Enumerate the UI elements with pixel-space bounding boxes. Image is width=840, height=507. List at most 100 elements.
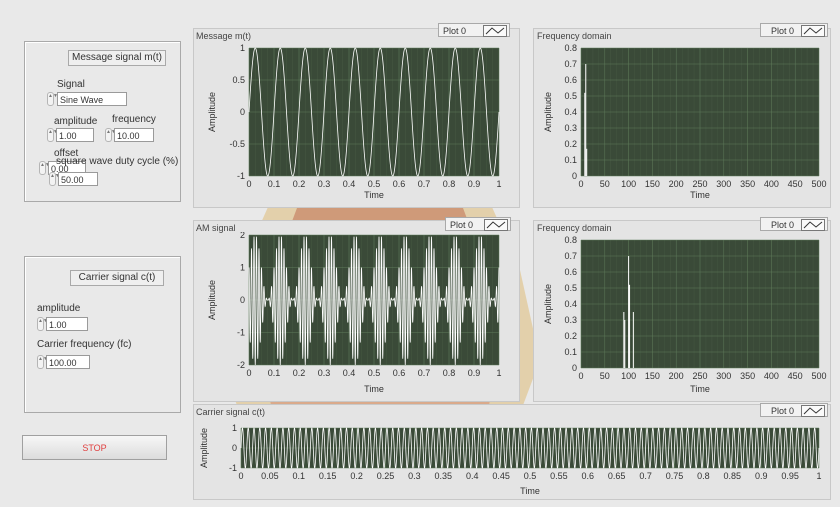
carrier-waveform-chart: 0 0.05 0.1 0.15 0.2 0.25 0.3 0.35 0.4 0.45 0.5 0.55… <box>199 423 822 496</box>
carrier-panel-title: Carrier signal c(t) <box>70 270 164 286</box>
y-axis-label: Amplitude <box>543 92 553 132</box>
y-axis-label: Amplitude <box>207 280 217 320</box>
x-tick-label: 0.7 <box>418 179 431 189</box>
x-tick-label: 0.7 <box>418 368 431 378</box>
y-tick-label: 1 <box>240 263 245 273</box>
x-tick-label: 0.4 <box>343 368 356 378</box>
message-plot-legend[interactable]: Plot 0 <box>438 23 510 37</box>
carrier-graph-title: Carrier signal c(t) <box>196 407 266 417</box>
offset-spinner[interactable]: ▲▼ <box>39 161 50 175</box>
x-tick-label: 0.1 <box>268 179 281 189</box>
y-tick-label: 0 <box>232 443 237 453</box>
x-tick-label: 0.55 <box>550 471 568 481</box>
signal-type-field[interactable]: Sine Wave <box>57 92 127 106</box>
x-tick-label: 0.75 <box>666 471 684 481</box>
signal-spinner[interactable]: ▲▼ <box>47 92 58 106</box>
x-tick-label: 0.15 <box>319 471 337 481</box>
x-tick-label: 0.6 <box>582 471 595 481</box>
x-tick-label: 0.65 <box>608 471 626 481</box>
y-axis-label: Amplitude <box>207 92 217 132</box>
waveform-trace <box>248 47 500 177</box>
x-tick-label: 0.4 <box>343 179 356 189</box>
carrier-amplitude-field[interactable]: 1.00 <box>46 317 88 331</box>
x-tick-label: 0.3 <box>408 471 421 481</box>
x-tick-label: 300 <box>716 179 731 189</box>
x-tick-label: 0 <box>238 471 243 481</box>
waveform-trace <box>248 236 500 366</box>
carrier-frequency-field[interactable]: 100.00 <box>46 355 90 369</box>
carrier-amplitude-label: amplitude <box>37 303 81 314</box>
stop-button[interactable]: STOP <box>22 435 167 460</box>
carrier-frequency-spinner[interactable]: ▲▼ <box>37 355 48 369</box>
y-tick-label: 0.8 <box>564 43 577 53</box>
x-tick-label: 50 <box>600 179 610 189</box>
am-waveform-chart: 0 0.1 0.2 0.3 0.4 0.5 0.6 0.7 0.8 0.9 1 2 1 0 -1 -2 Time… <box>207 232 502 394</box>
signal-label: Signal <box>57 79 85 90</box>
line-style-icon <box>801 25 825 37</box>
message-waveform-chart: 0 0.1 0.2 0.3 0.4 0.5 0.6 0.7 0.8 0.9 1 1 0.5 0 -0.5 -1… <box>207 43 502 200</box>
am-plot-legend[interactable]: Plot 0 <box>445 217 511 231</box>
x-tick-label: 0.6 <box>393 179 406 189</box>
x-tick-label: 0.8 <box>443 368 456 378</box>
duty-cycle-field[interactable]: 50.00 <box>58 172 98 186</box>
x-tick-label: 1 <box>496 179 501 189</box>
x-tick-label: 350 <box>740 371 755 381</box>
freq1-plot-legend[interactable]: Plot 0 <box>760 23 828 37</box>
message-graph-title: Message m(t) <box>196 31 252 41</box>
frequency-label: frequency <box>112 114 156 125</box>
x-tick-label: 0.45 <box>492 471 510 481</box>
y-tick-label: 0.5 <box>564 283 577 293</box>
frequency-field[interactable]: 10.00 <box>114 128 154 142</box>
x-tick-label: 200 <box>669 371 684 381</box>
am-legend-label: Plot 0 <box>450 220 474 230</box>
x-tick-label: 1 <box>816 471 821 481</box>
y-tick-label: 0.7 <box>564 251 577 261</box>
x-tick-label: 0.1 <box>268 368 281 378</box>
x-tick-label: 0.6 <box>393 368 406 378</box>
x-axis-label: Time <box>520 486 540 496</box>
x-tick-label: 0.5 <box>368 368 381 378</box>
x-tick-label: 350 <box>740 179 755 189</box>
carrier-plot-legend[interactable]: Plot 0 <box>760 403 828 417</box>
y-tick-label: 0.5 <box>564 91 577 101</box>
amplitude-spinner[interactable]: ▲▼ <box>47 128 58 142</box>
y-tick-label: 0.7 <box>564 59 577 69</box>
x-tick-label: 0.2 <box>293 368 306 378</box>
y-tick-label: 2 <box>240 232 245 240</box>
y-axis-label: Amplitude <box>543 284 553 324</box>
y-tick-label: -1 <box>237 171 245 181</box>
x-tick-label: 0.95 <box>781 471 799 481</box>
y-tick-label: 0 <box>572 363 577 373</box>
y-tick-label: -1 <box>237 328 245 338</box>
frequency-spinner[interactable]: ▲▼ <box>105 128 116 142</box>
y-tick-label: -0.5 <box>229 139 245 149</box>
y-tick-label: 0.5 <box>232 75 245 85</box>
x-tick-label: 500 <box>811 371 826 381</box>
x-tick-label: 0.8 <box>443 179 456 189</box>
y-tick-label: 0 <box>240 295 245 305</box>
x-tick-label: 0.8 <box>697 471 710 481</box>
y-tick-label: 1 <box>240 43 245 53</box>
offset-label: offset <box>54 148 79 159</box>
y-axis-label: Amplitude <box>199 428 209 468</box>
x-tick-label: 100 <box>621 179 636 189</box>
x-tick-label: 450 <box>788 371 803 381</box>
x-tick-label: 0 <box>578 371 583 381</box>
x-tick-label: 0.4 <box>466 471 479 481</box>
y-tick-label: 0.2 <box>564 139 577 149</box>
freq2-spectrum-chart: 0 50 100 150 200 250 300 350 400 450 500 0.8 0.7 0.6 0… <box>543 235 827 394</box>
x-axis-label: Time <box>690 384 710 394</box>
y-tick-label: -2 <box>237 360 245 370</box>
x-tick-label: 50 <box>600 371 610 381</box>
duty-cycle-up-down[interactable]: ▲▼ <box>49 172 60 186</box>
carrier-amplitude-spinner[interactable]: ▲▼ <box>37 317 48 331</box>
freq2-plot-legend[interactable]: Plot 0 <box>760 217 828 231</box>
x-tick-label: 500 <box>811 179 826 189</box>
x-tick-label: 0 <box>578 179 583 189</box>
y-tick-label: 0 <box>240 107 245 117</box>
freq1-spectrum-chart: 0 50 100 150 200 250 300 350 400 450 500 0.8 0.7 0.6 0… <box>543 43 827 200</box>
y-tick-label: 0.4 <box>564 107 577 117</box>
freq1-graph-title: Frequency domain <box>537 31 612 41</box>
x-tick-label: 0.9 <box>755 471 768 481</box>
amplitude-field[interactable]: 1.00 <box>56 128 94 142</box>
